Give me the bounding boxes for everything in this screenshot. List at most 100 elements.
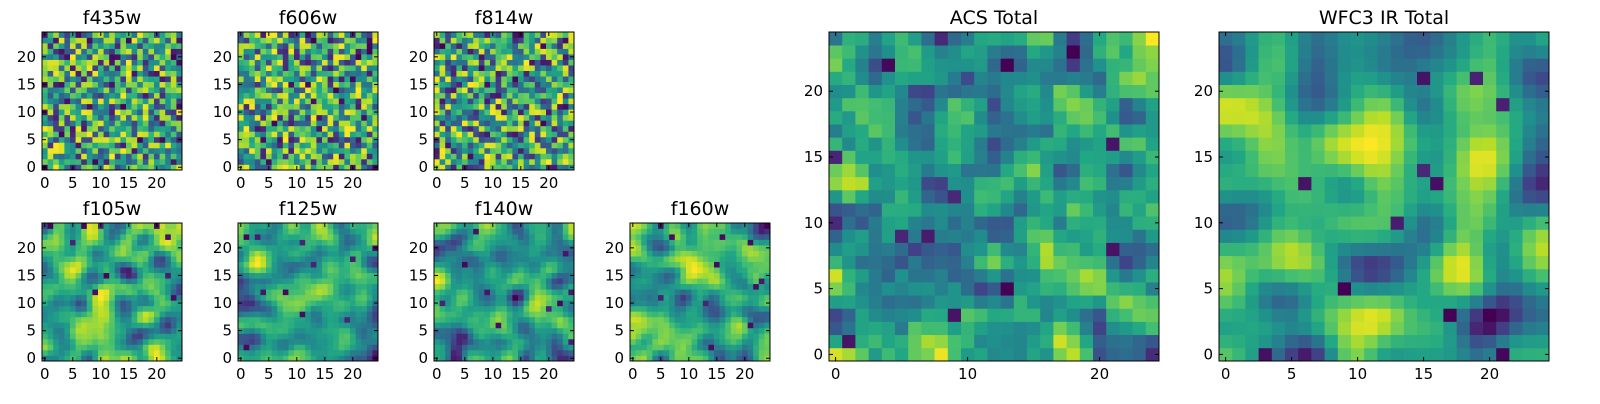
heatmap-cell <box>42 262 48 268</box>
heatmap-cell <box>333 311 339 317</box>
x-tick-label: 10 <box>287 365 306 383</box>
heatmap-cell <box>456 32 462 38</box>
heatmap-cell <box>356 104 362 110</box>
heatmap-cell <box>294 137 300 143</box>
heatmap-cell <box>367 333 373 339</box>
heatmap-cell <box>462 229 468 235</box>
heatmap-cell <box>708 278 714 284</box>
heatmap-cell <box>154 137 160 143</box>
heatmap-cell <box>356 82 362 88</box>
heatmap-cell <box>126 104 132 110</box>
heatmap-cell <box>652 240 658 246</box>
heatmap-cell <box>829 164 843 178</box>
heatmap-cell <box>451 38 457 44</box>
heatmap-cell <box>869 229 883 243</box>
heatmap-cell <box>361 93 367 99</box>
heatmap-cell <box>540 311 546 317</box>
heatmap-cell <box>440 43 446 49</box>
heatmap-cell <box>367 49 373 55</box>
heatmap-cell <box>496 278 502 284</box>
heatmap-cell <box>148 82 154 88</box>
heatmap-cell <box>339 245 345 251</box>
heatmap-cell <box>529 159 535 165</box>
heatmap-cell <box>697 355 703 361</box>
y-tick-label: 10 <box>605 294 624 312</box>
heatmap-cell <box>501 317 507 323</box>
heatmap-cell <box>1119 203 1133 217</box>
heatmap-cell <box>507 317 513 323</box>
heatmap-cell <box>272 350 278 356</box>
heatmap-cell <box>148 311 154 317</box>
heatmap-cell <box>855 177 869 191</box>
heatmap-cell <box>277 256 283 262</box>
heatmap-cell <box>294 142 300 148</box>
heatmap-cell <box>288 109 294 115</box>
heatmap-cell <box>748 262 754 268</box>
heatmap-cell <box>154 120 160 126</box>
heatmap-cell <box>339 262 345 268</box>
heatmap-cell <box>714 262 720 268</box>
heatmap-cell <box>1027 229 1041 243</box>
heatmap-cell <box>518 289 524 295</box>
heatmap-cell <box>148 126 154 132</box>
heatmap-cell <box>535 289 541 295</box>
heatmap-cell <box>361 229 367 235</box>
heatmap-cell <box>658 339 664 345</box>
heatmap-cell <box>658 234 664 240</box>
heatmap-cell <box>126 344 132 350</box>
heatmap-cell <box>104 355 110 361</box>
heatmap-cell <box>529 98 535 104</box>
heatmap-cell <box>484 49 490 55</box>
heatmap-cell <box>339 148 345 154</box>
heatmap-cell <box>344 234 350 240</box>
heatmap-cell <box>311 38 317 44</box>
heatmap-cell <box>456 93 462 99</box>
heatmap-cell <box>518 322 524 328</box>
heatmap-cell <box>496 245 502 251</box>
heatmap-cell <box>529 38 535 44</box>
heatmap-cell <box>540 87 546 93</box>
heatmap-cell <box>311 115 317 121</box>
heatmap-cell <box>244 306 250 312</box>
heatmap-cell <box>249 284 255 290</box>
heatmap-cell <box>120 284 126 290</box>
heatmap-cell <box>294 333 300 339</box>
heatmap-cell <box>171 54 177 60</box>
heatmap-cell <box>160 164 166 170</box>
heatmap-cell <box>529 322 535 328</box>
heatmap-cell <box>59 131 65 137</box>
x-tick-label: 15 <box>119 174 138 192</box>
heatmap-cell <box>434 267 440 273</box>
heatmap-cell <box>339 93 345 99</box>
heatmap-cell <box>300 262 306 268</box>
heatmap-cell <box>238 98 244 104</box>
heatmap-cell <box>535 251 541 257</box>
heatmap-cell <box>456 273 462 279</box>
heatmap-cell <box>104 93 110 99</box>
heatmap-cell <box>563 333 569 339</box>
heatmap-cell <box>496 159 502 165</box>
heatmap-cell <box>869 243 883 257</box>
heatmap-cell <box>148 295 154 301</box>
heatmap-cell <box>244 311 250 317</box>
heatmap-cell <box>356 339 362 345</box>
heatmap-cell <box>154 104 160 110</box>
heatmap-cell <box>546 104 552 110</box>
heatmap-cell <box>238 87 244 93</box>
heatmap-cell <box>496 54 502 60</box>
heatmap-cell <box>1106 269 1120 283</box>
heatmap-cell <box>692 355 698 361</box>
heatmap-cell <box>869 308 883 322</box>
heatmap-cell <box>266 87 272 93</box>
heatmap-cell <box>109 328 115 334</box>
heatmap-cell <box>895 150 909 164</box>
heatmap-cell <box>42 333 48 339</box>
heatmap-cell <box>132 142 138 148</box>
heatmap-cell <box>490 137 496 143</box>
heatmap-cell <box>81 98 87 104</box>
heatmap-cell <box>300 306 306 312</box>
heatmap-cell <box>176 32 182 38</box>
heatmap-cell <box>680 317 686 323</box>
heatmap-cell <box>294 267 300 273</box>
heatmap-cell <box>479 142 485 148</box>
